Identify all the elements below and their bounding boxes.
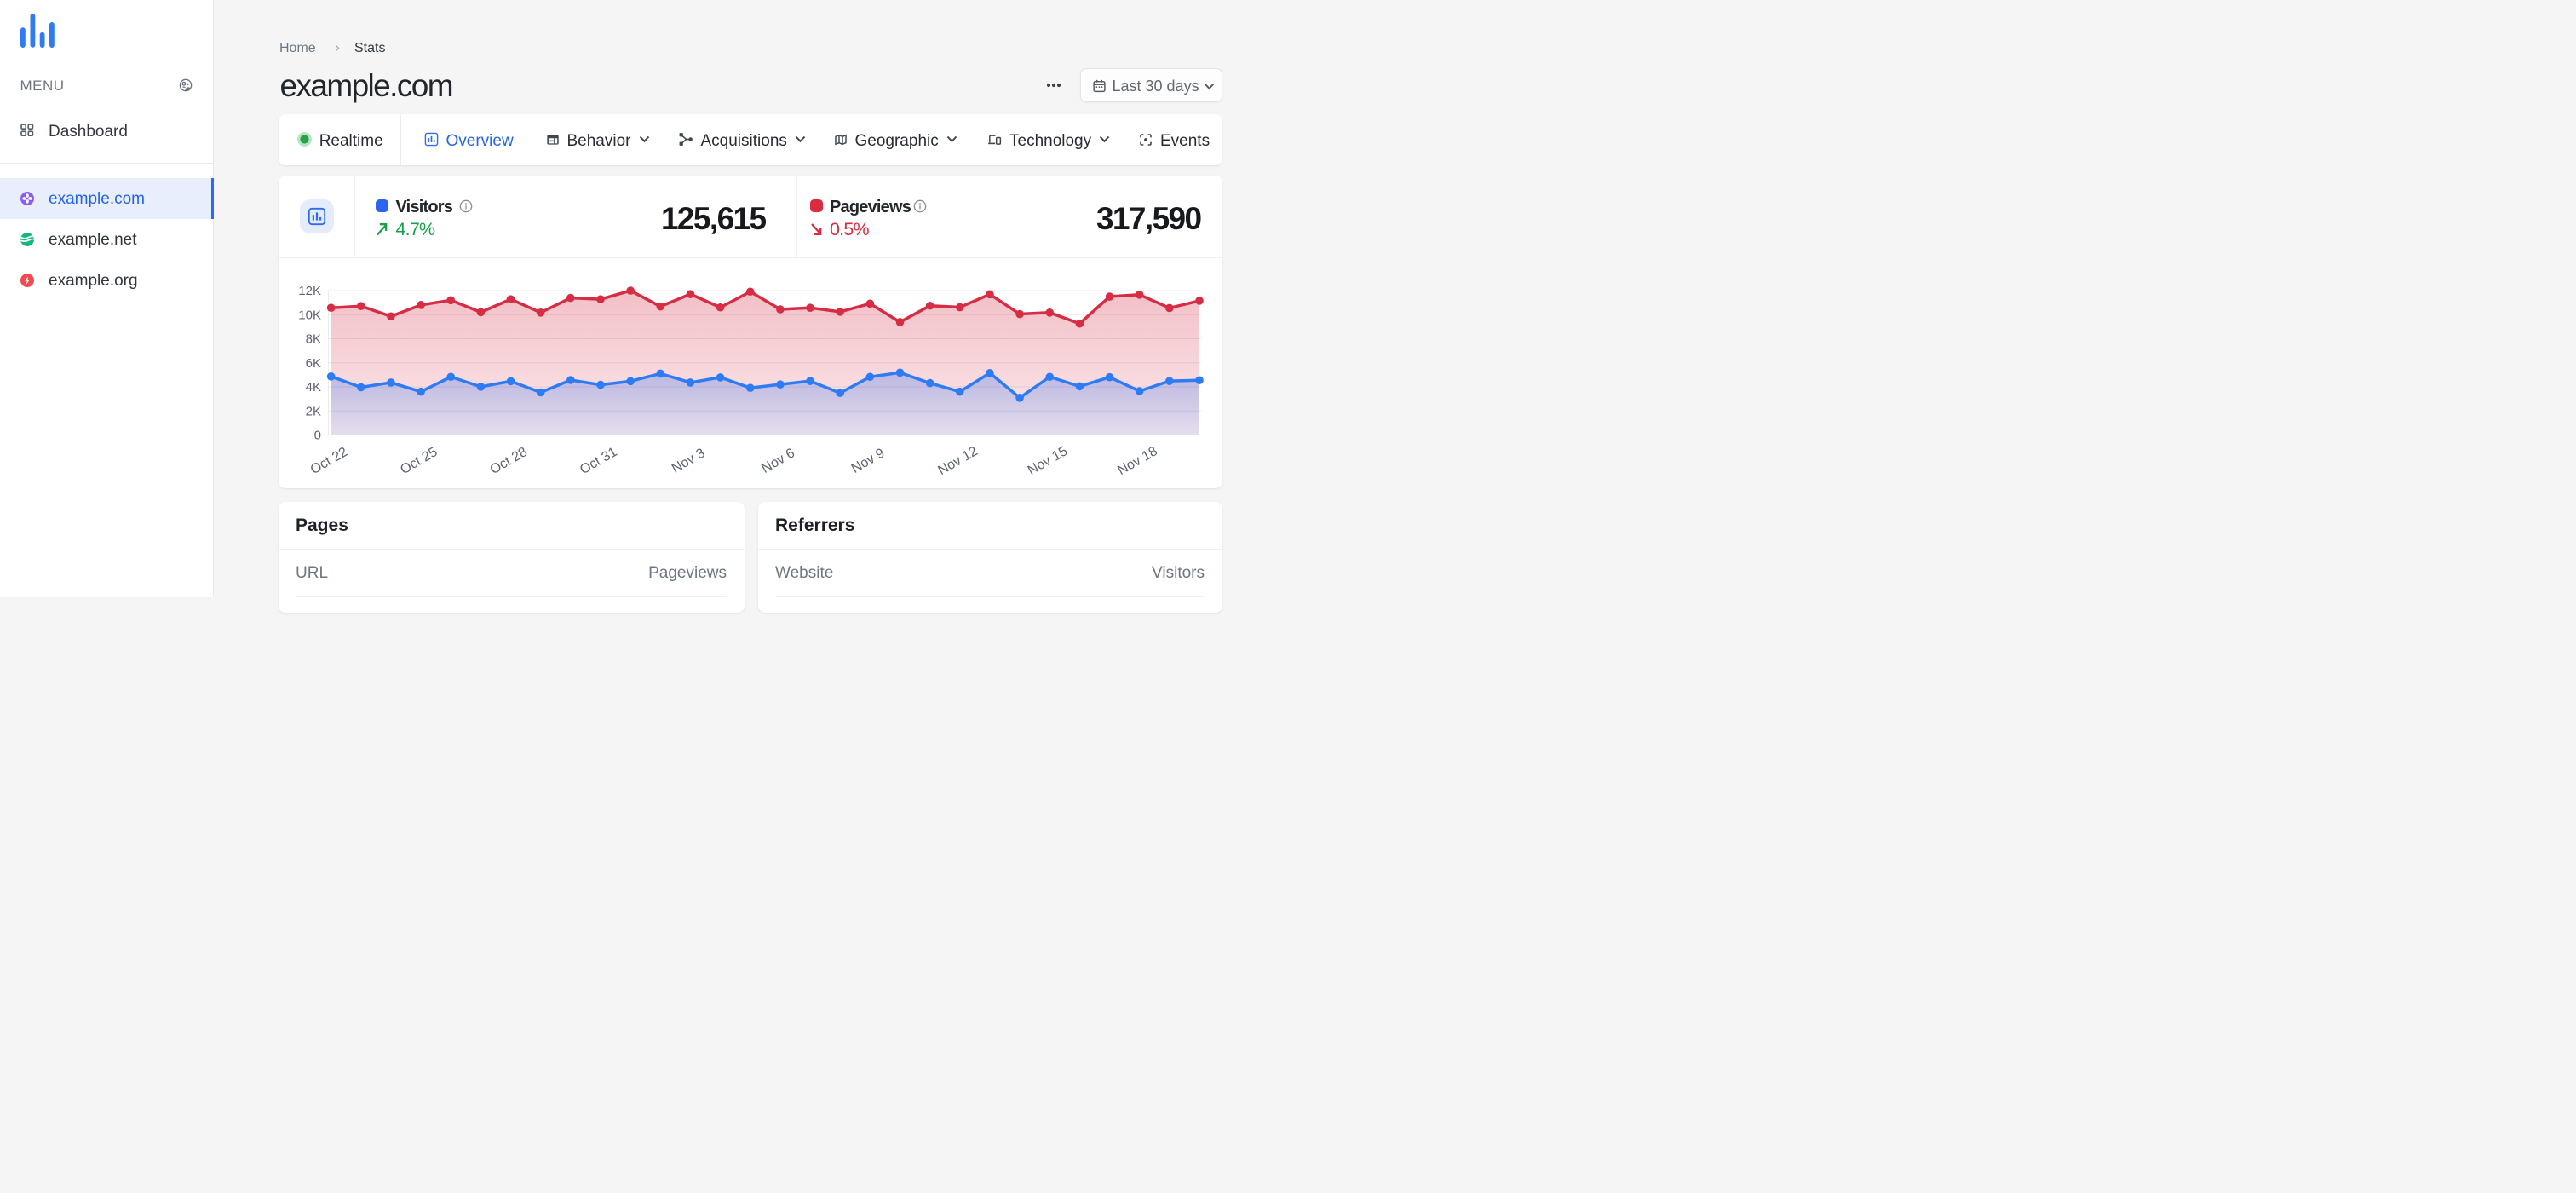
svg-text:Nov 6: Nov 6 (759, 446, 797, 476)
svg-text:12K: 12K (298, 284, 321, 298)
svg-text:0: 0 (313, 428, 320, 442)
svg-text:Nov 3: Nov 3 (669, 446, 707, 476)
svg-text:Oct 31: Oct 31 (578, 445, 619, 477)
svg-text:8K: 8K (305, 331, 320, 346)
svg-text:6K: 6K (305, 356, 320, 371)
svg-text:Oct 22: Oct 22 (308, 445, 349, 477)
svg-text:Nov 18: Nov 18 (1115, 444, 1159, 478)
svg-text:Nov 15: Nov 15 (1025, 444, 1069, 478)
svg-text:Nov 9: Nov 9 (848, 446, 887, 476)
svg-text:10K: 10K (298, 308, 321, 322)
svg-text:2K: 2K (305, 404, 320, 418)
svg-text:Nov 12: Nov 12 (935, 444, 980, 478)
svg-text:Oct 28: Oct 28 (487, 445, 529, 477)
svg-text:Oct 25: Oct 25 (398, 445, 440, 477)
svg-text:4K: 4K (305, 380, 320, 395)
